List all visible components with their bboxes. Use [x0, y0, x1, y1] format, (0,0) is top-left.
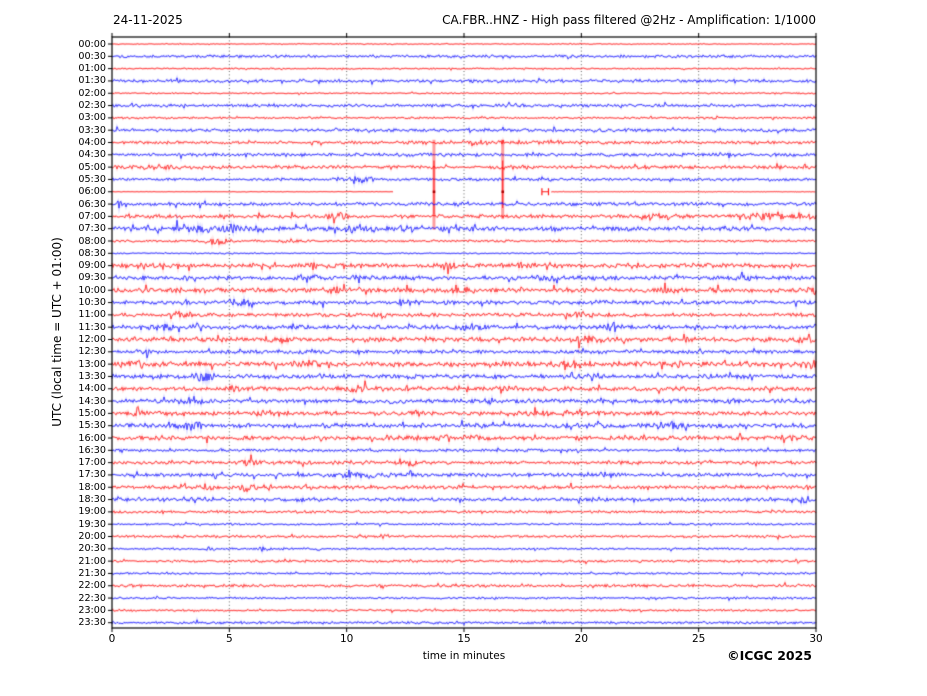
y-tick-label: 21:30 — [78, 567, 106, 579]
y-tick-label: 01:30 — [78, 75, 106, 87]
y-tick-label: 22:30 — [78, 592, 106, 604]
y-tick-label: 19:00 — [78, 506, 106, 518]
y-tick-label: 10:30 — [78, 297, 106, 309]
y-tick-label: 14:30 — [78, 395, 106, 407]
y-tick-label: 11:00 — [78, 309, 106, 321]
y-tick-label: 16:30 — [78, 444, 106, 456]
y-tick-label: 03:30 — [78, 124, 106, 136]
x-tick-label: 5 — [225, 633, 233, 645]
x-tick-label: 15 — [457, 633, 471, 645]
y-tick-label: 04:30 — [78, 149, 106, 161]
y-tick-label: 18:30 — [78, 494, 106, 506]
y-tick-label: 22:00 — [78, 580, 106, 592]
y-tick-label: 04:00 — [78, 137, 106, 148]
y-tick-label: 06:00 — [78, 186, 106, 198]
y-tick-label: 18:00 — [78, 481, 106, 493]
y-tick-label: 09:30 — [78, 272, 106, 284]
x-tick-label: 30 — [809, 633, 823, 645]
y-tick-label: 16:00 — [78, 432, 106, 444]
y-tick-label: 13:00 — [78, 358, 106, 370]
y-tick-label: 08:00 — [78, 235, 106, 247]
y-tick-label: 01:00 — [78, 63, 106, 75]
y-tick-label: 07:00 — [78, 210, 106, 222]
y-tick-label: 12:30 — [78, 346, 106, 358]
y-tick-label: 07:30 — [78, 223, 106, 235]
y-tick-label: 00:30 — [78, 50, 106, 62]
y-tick-label: 02:30 — [78, 100, 106, 112]
y-tick-label: 20:30 — [78, 543, 106, 555]
y-tick-label: 03:00 — [78, 112, 106, 124]
y-tick-label: 12:00 — [78, 334, 106, 345]
y-tick-label: 19:30 — [78, 518, 106, 530]
y-tick-label: 10:00 — [78, 284, 106, 296]
y-tick-label: 11:30 — [78, 321, 106, 333]
x-tick-label: 25 — [691, 633, 706, 645]
y-tick-label: 15:00 — [78, 407, 106, 419]
y-tick-label: 17:30 — [78, 469, 106, 481]
copyright-label: ©ICGC 2025 — [727, 648, 812, 663]
y-tick-label: 05:30 — [78, 173, 106, 185]
y-tick-label: 20:00 — [78, 531, 106, 542]
y-tick-label: 23:30 — [78, 617, 106, 629]
date-label: 24-11-2025 — [113, 13, 183, 27]
y-tick-label: 09:00 — [78, 260, 106, 272]
y-tick-label: 02:00 — [78, 87, 106, 99]
page-title: CA.FBR..HNZ - High pass filtered @2Hz - … — [442, 13, 816, 27]
y-tick-label: 23:00 — [78, 604, 106, 616]
y-tick-label: 06:30 — [78, 198, 106, 210]
y-tick-label: 00:00 — [78, 38, 106, 50]
y-tick-label: 15:30 — [78, 420, 106, 432]
y-tick-label: 14:00 — [78, 383, 106, 395]
x-tick-label: 10 — [339, 633, 354, 645]
y-tick-label: 08:30 — [78, 247, 106, 259]
y-tick-label: 17:00 — [78, 457, 106, 469]
x-tick-label: 20 — [574, 633, 589, 645]
y-tick-label: 13:30 — [78, 370, 106, 382]
y-tick-label: 21:00 — [78, 555, 106, 567]
x-tick-label: 0 — [108, 633, 116, 645]
y-tick-label: 05:00 — [78, 161, 106, 173]
x-axis-title: time in minutes — [422, 650, 506, 662]
